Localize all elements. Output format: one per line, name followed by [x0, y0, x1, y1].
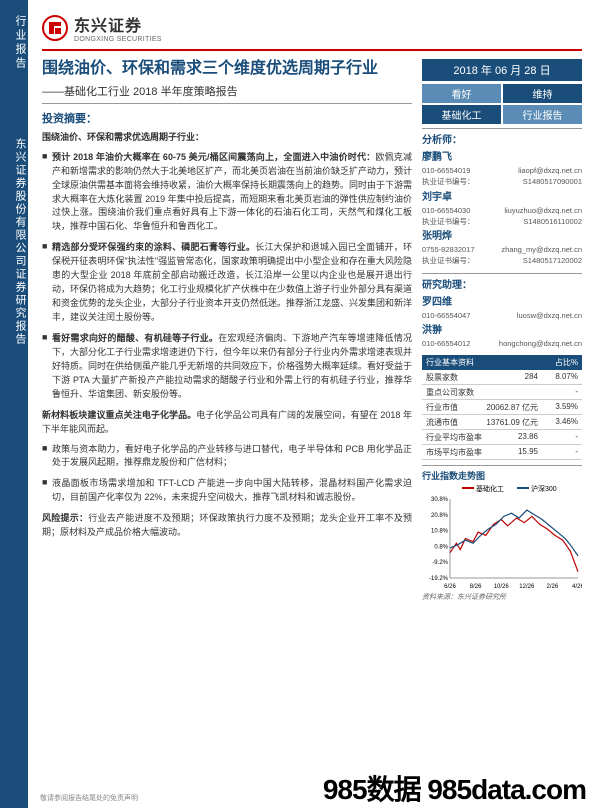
analyst-name: 廖鹏飞	[422, 150, 582, 165]
bullet-mark: ■	[42, 443, 52, 471]
svg-text:30.8%: 30.8%	[431, 497, 449, 503]
assistant-phone: 010-66554012	[422, 338, 470, 349]
report-subtitle: ——基础化工行业 2018 半年度策略报告	[42, 83, 412, 104]
table-row: 重点公司家数-	[422, 385, 582, 400]
new-material-title: 新材料板块建议重点关注电子化学品。	[42, 410, 196, 420]
chart-title: 行业指数走势图	[422, 465, 582, 482]
table-row: 行业平均市盈率23.86-	[422, 430, 582, 445]
bullet-mark: ■	[42, 477, 52, 505]
svg-text:8/26: 8/26	[470, 584, 482, 590]
risk-label: 风险提示：	[42, 513, 88, 523]
table-row: 行业市值20062.87 亿元3.59%	[422, 400, 582, 415]
cert-label: 执业证书编号：	[422, 255, 475, 266]
svg-text:20.8%: 20.8%	[431, 513, 449, 519]
sidebar-label-2: 东兴证券股份有限公司证券研究报告	[0, 130, 28, 346]
watermark: 985数据 985data.com	[323, 768, 586, 808]
table-row: 市场平均市盈率15.95-	[422, 445, 582, 460]
company-name-cn: 东兴证券	[74, 12, 162, 36]
sidebar-label-1: 行业报告	[0, 0, 28, 71]
summary-label: 投资摘要：	[42, 110, 412, 126]
cert-label: 执业证书编号：	[422, 216, 475, 227]
table-row: 流通市值13761.09 亿元3.46%	[422, 415, 582, 430]
analyst-phone: 0755-82832017	[422, 244, 475, 255]
report-title: 围绕油价、环保和需求三个维度优选周期子行业	[42, 59, 412, 80]
assistants-label: 研究助理：	[422, 278, 582, 293]
company-name-en: DONGXING SECURITIES	[74, 36, 162, 43]
analyst-email: zhang_my@dxzq.net.cn	[501, 244, 582, 255]
svg-text:10.8%: 10.8%	[431, 529, 449, 535]
bullet-text: 政策与资本助力，看好电子化学品的产业转移与进口替代，电子半导体和 PCB 用化学…	[52, 443, 412, 471]
rating-outlook: 看好	[422, 84, 501, 103]
analyst-cert: S1480517120002	[523, 255, 582, 266]
svg-text:沪深300: 沪深300	[531, 485, 557, 493]
header: 东兴证券 DONGXING SECURITIES	[42, 12, 582, 51]
risk-text: 行业去产能进度不及预期；环保政策执行力度不及预期；龙头企业开工率不及预期；原材料…	[42, 513, 412, 537]
analysts-label: 分析师：	[422, 133, 582, 148]
assistant-email: hongchong@dxzq.net.cn	[499, 338, 582, 349]
svg-text:-19.2%: -19.2%	[429, 576, 449, 582]
chart-source: 资料来源：东兴证券研究所	[422, 592, 582, 602]
analyst-email: liuyuzhuo@dxzq.net.cn	[504, 205, 582, 216]
analyst-name: 刘宇卓	[422, 190, 582, 205]
disclaimer: 敬请参阅报告结尾处的免责声明	[40, 793, 138, 803]
analyst-email: liaopf@dxzq.net.cn	[518, 165, 582, 176]
company-logo	[42, 15, 68, 41]
svg-text:12/26: 12/26	[519, 584, 535, 590]
svg-text:-9.2%: -9.2%	[432, 560, 448, 566]
svg-text:10/26: 10/26	[494, 584, 510, 590]
assistant-name: 洪翀	[422, 323, 582, 338]
rating-maintain: 维持	[503, 84, 582, 103]
bullet-mark: ■	[42, 151, 52, 235]
svg-text:0.8%: 0.8%	[434, 544, 448, 550]
rating-industry: 基础化工	[422, 105, 501, 124]
sidebar: 行业报告 东兴证券股份有限公司证券研究报告	[0, 0, 28, 808]
bullet-text: 预计 2018 年油价大概率在 60-75 美元/桶区间震荡向上，全面进入中油价…	[52, 151, 412, 235]
svg-text:4/26: 4/26	[572, 584, 582, 590]
bullet-text: 液晶面板市场需求增加和 TFT-LCD 产能进一步向中国大陆转移，混晶材料国产化…	[52, 477, 412, 505]
bullet-text: 精选部分受环保强约束的涂料、磷肥石膏等行业。长江大保护和退城入园已全面铺开，环保…	[52, 241, 412, 325]
assistant-name: 罗四维	[422, 295, 582, 310]
chart: 基础化工 沪深300 30.8% 20.8% 10.8% 0.8% -9.2% -19.2% 6…	[422, 485, 582, 590]
table-row: 股票家数2848.07%	[422, 370, 582, 385]
report-date: 2018 年 06 月 28 日	[422, 59, 582, 81]
intro-text: 围绕油价、环保和需求优选周期子行业：	[42, 131, 412, 145]
bullet-text: 看好需求向好的醋酸、有机硅等子行业。在宏观经济偏肉、下游地产汽车等增速降低情况下…	[52, 332, 412, 402]
bullet-mark: ■	[42, 241, 52, 325]
analyst-name: 张明烨	[422, 229, 582, 244]
assistant-email: luosw@dxzq.net.cn	[517, 310, 582, 321]
rating-type: 行业报告	[503, 105, 582, 124]
cert-label: 执业证书编号：	[422, 176, 475, 187]
svg-text:基础化工: 基础化工	[476, 485, 504, 493]
svg-text:6/26: 6/26	[444, 584, 456, 590]
analyst-phone: 010-66554030	[422, 205, 470, 216]
table-title: 行业基本资料	[426, 357, 474, 368]
svg-text:2/26: 2/26	[547, 584, 559, 590]
table-col-header: 占比%	[555, 357, 578, 368]
analyst-phone: 010-66554019	[422, 165, 470, 176]
assistant-phone: 010-66554047	[422, 310, 470, 321]
analyst-cert: S1480516110002	[523, 216, 582, 227]
analyst-cert: S1480517090001	[523, 176, 582, 187]
bullet-mark: ■	[42, 332, 52, 402]
